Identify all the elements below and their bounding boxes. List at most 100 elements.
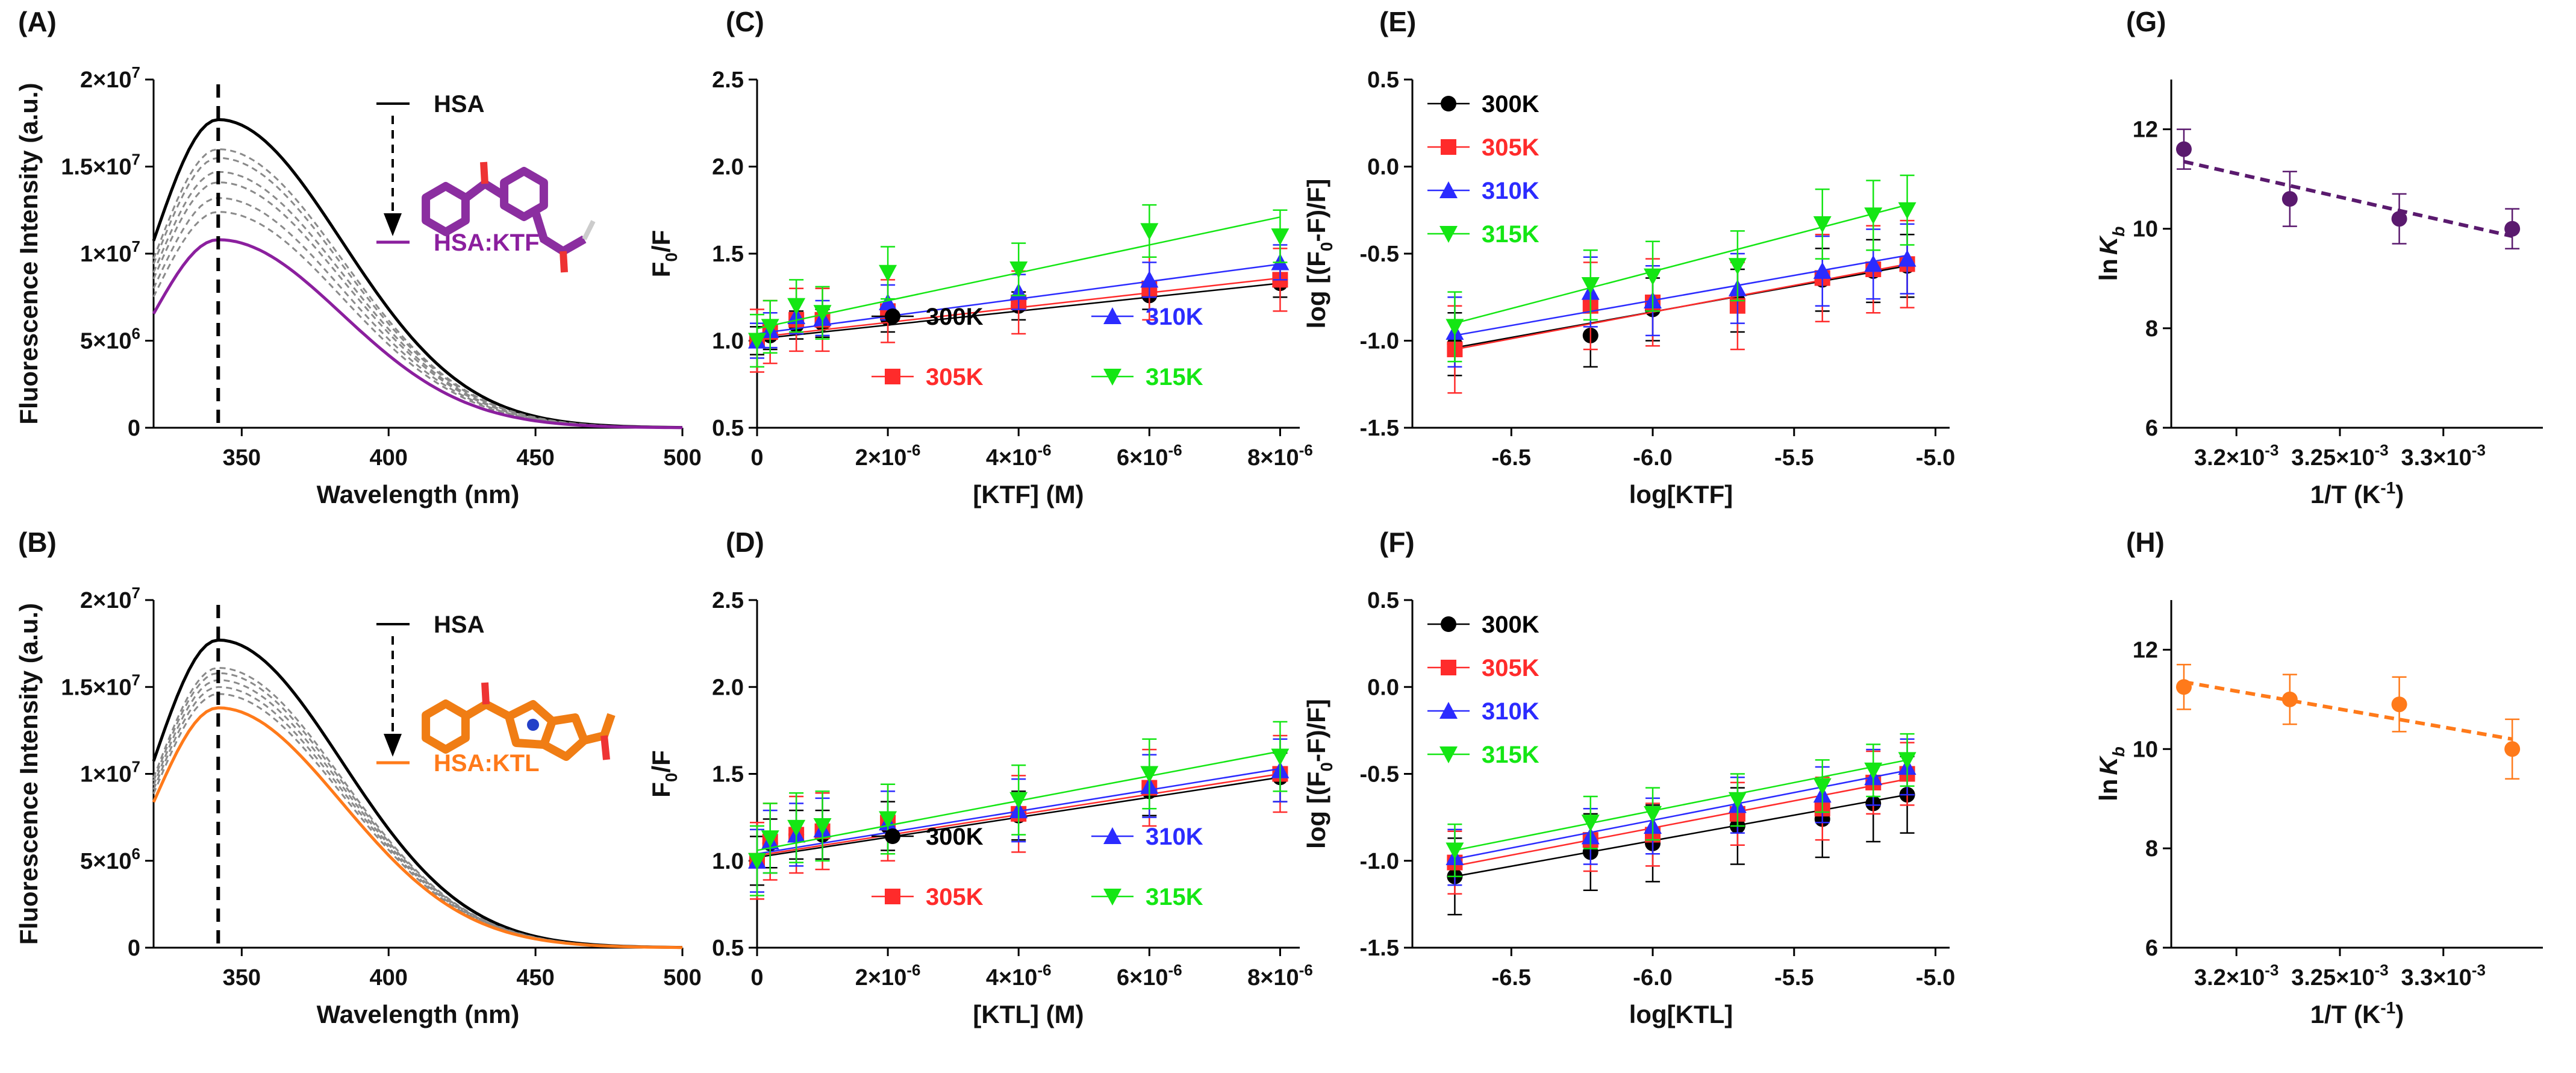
x-tick-label-exponent: -6 <box>1037 961 1051 979</box>
y-tick-label-exponent: 7 <box>132 237 140 255</box>
y-tick-label: 12 <box>2133 637 2158 663</box>
legend-label: 305K <box>1482 655 1539 681</box>
data-point <box>1271 228 1290 246</box>
x-tick-label: 450 <box>516 445 554 471</box>
fit-line <box>1455 254 1907 337</box>
x-tick-label-mantissa: 0 <box>750 445 763 471</box>
x-axis-title: [KTL] (M) <box>973 1000 1084 1028</box>
y-axis-title: F0/F <box>647 750 681 798</box>
legend-arrow-head <box>384 734 402 757</box>
spectrum-line <box>152 238 682 430</box>
spectrum-line <box>152 686 682 949</box>
x-axis-title-tail: ) <box>2395 1000 2404 1028</box>
data-point <box>2281 191 2298 207</box>
y-tick-label-mantissa: 5×10 <box>80 329 132 354</box>
x-tick-label: -6.0 <box>1633 965 1672 990</box>
y-axis-title: F0/F <box>647 230 681 278</box>
legend-swatch-marker <box>1441 139 1456 155</box>
data-point <box>1813 778 1832 795</box>
data-point <box>1728 258 1747 275</box>
y-tick-label: 1.5×107 <box>61 151 140 180</box>
x-tick-label: 3.2×10-3 <box>2194 961 2278 990</box>
y-tick-label: -1.5 <box>1360 416 1399 441</box>
legend-label: 300K <box>926 824 984 850</box>
legend-arrow-head <box>384 213 402 236</box>
y-tick-label-exponent: 6 <box>132 325 140 343</box>
x-tick-label: -5.5 <box>1774 445 1813 471</box>
data-point <box>1864 207 1883 225</box>
y-tick-label-mantissa: 0 <box>128 416 140 441</box>
y-tick-label: 1.5 <box>712 242 744 267</box>
x-tick-label-mantissa: -5.0 <box>1916 965 1955 990</box>
data-point <box>879 811 897 828</box>
y-tick-label-mantissa: 1.5×10 <box>61 675 131 700</box>
spectrum-line <box>152 196 683 429</box>
x-tick-label: -5.0 <box>1916 965 1955 990</box>
x-tick-label: -5.0 <box>1916 445 1955 471</box>
legend-label: 300K <box>926 304 984 330</box>
x-tick-label: 350 <box>223 965 261 990</box>
x-tick-label: 450 <box>516 965 554 990</box>
data-point <box>2504 741 2521 757</box>
y-axis-title-sub: 0 <box>662 252 681 262</box>
x-tick-label: 0 <box>750 445 763 471</box>
legend-label: 310K <box>1146 824 1203 850</box>
legend-label: 315K <box>1146 884 1203 910</box>
y-tick-label: -0.5 <box>1360 762 1399 787</box>
y-tick-label: 2×107 <box>80 63 140 93</box>
spectrum-line <box>152 672 683 949</box>
molecule-bond <box>481 682 490 705</box>
data-point <box>1644 268 1662 286</box>
data-point <box>1864 255 1883 272</box>
panel-C: 0.51.01.52.02.50 2×10-6 4×10-6 6×10-6 8×10-6… <box>647 6 1313 508</box>
legend-label: 315K <box>1482 742 1539 768</box>
y-tick-label: 6 <box>2145 936 2158 961</box>
y-tick-label: 2.5 <box>712 588 744 613</box>
molecule-atom <box>527 719 539 731</box>
x-tick-label: 4×10-6 <box>986 441 1052 471</box>
legend-swatch-marker <box>1441 660 1456 675</box>
legend-label-bottom: HSA:KTF <box>434 230 540 256</box>
data-point <box>2281 691 2298 707</box>
panel-label: (E) <box>1379 6 1416 37</box>
x-tick-label: -6.5 <box>1492 965 1531 990</box>
x-tick-label-exponent: -3 <box>2265 961 2278 979</box>
x-tick-label: 400 <box>370 965 408 990</box>
y-axis-title: Fluorescence Intensity (a.u.) <box>14 83 43 424</box>
x-tick-label-mantissa: -6.5 <box>1492 965 1531 990</box>
data-point <box>748 852 766 870</box>
fit-line <box>2183 680 2513 741</box>
x-tick-label: -6.0 <box>1633 445 1672 471</box>
fit-line <box>1455 793 1907 877</box>
legend-label: 305K <box>926 364 984 390</box>
legend-swatch-marker <box>1439 181 1458 198</box>
y-axis-title: log [(F0-F)/F] <box>1302 699 1336 849</box>
fit-line <box>2183 160 2513 239</box>
legend-swatch-marker <box>1103 889 1121 906</box>
data-point <box>1898 202 1916 219</box>
y-tick-label-mantissa: 1×10 <box>80 242 132 267</box>
data-point <box>1009 792 1028 809</box>
y-tick-label: -0.5 <box>1360 242 1399 267</box>
data-point <box>1140 223 1159 240</box>
spectrum-line <box>152 693 682 949</box>
legend-label: 305K <box>1482 134 1539 161</box>
y-tick-label: -1.0 <box>1360 329 1399 354</box>
x-tick-label: 350 <box>223 445 261 471</box>
panel-label: (F) <box>1379 527 1415 558</box>
data-point <box>2504 221 2521 237</box>
legend-swatch-marker <box>1441 616 1456 632</box>
x-tick-label-mantissa: 3.25×10 <box>2291 445 2374 471</box>
y-axis-title-main: F <box>647 782 675 798</box>
data-point <box>879 264 897 282</box>
molecule-bond <box>582 220 596 240</box>
data-point <box>2175 141 2192 157</box>
molecule-bond <box>560 251 568 273</box>
fit-line <box>1455 778 1907 867</box>
y-axis-title-sub: b <box>2109 227 2128 237</box>
x-tick-label-mantissa: 6×10 <box>1117 965 1168 990</box>
